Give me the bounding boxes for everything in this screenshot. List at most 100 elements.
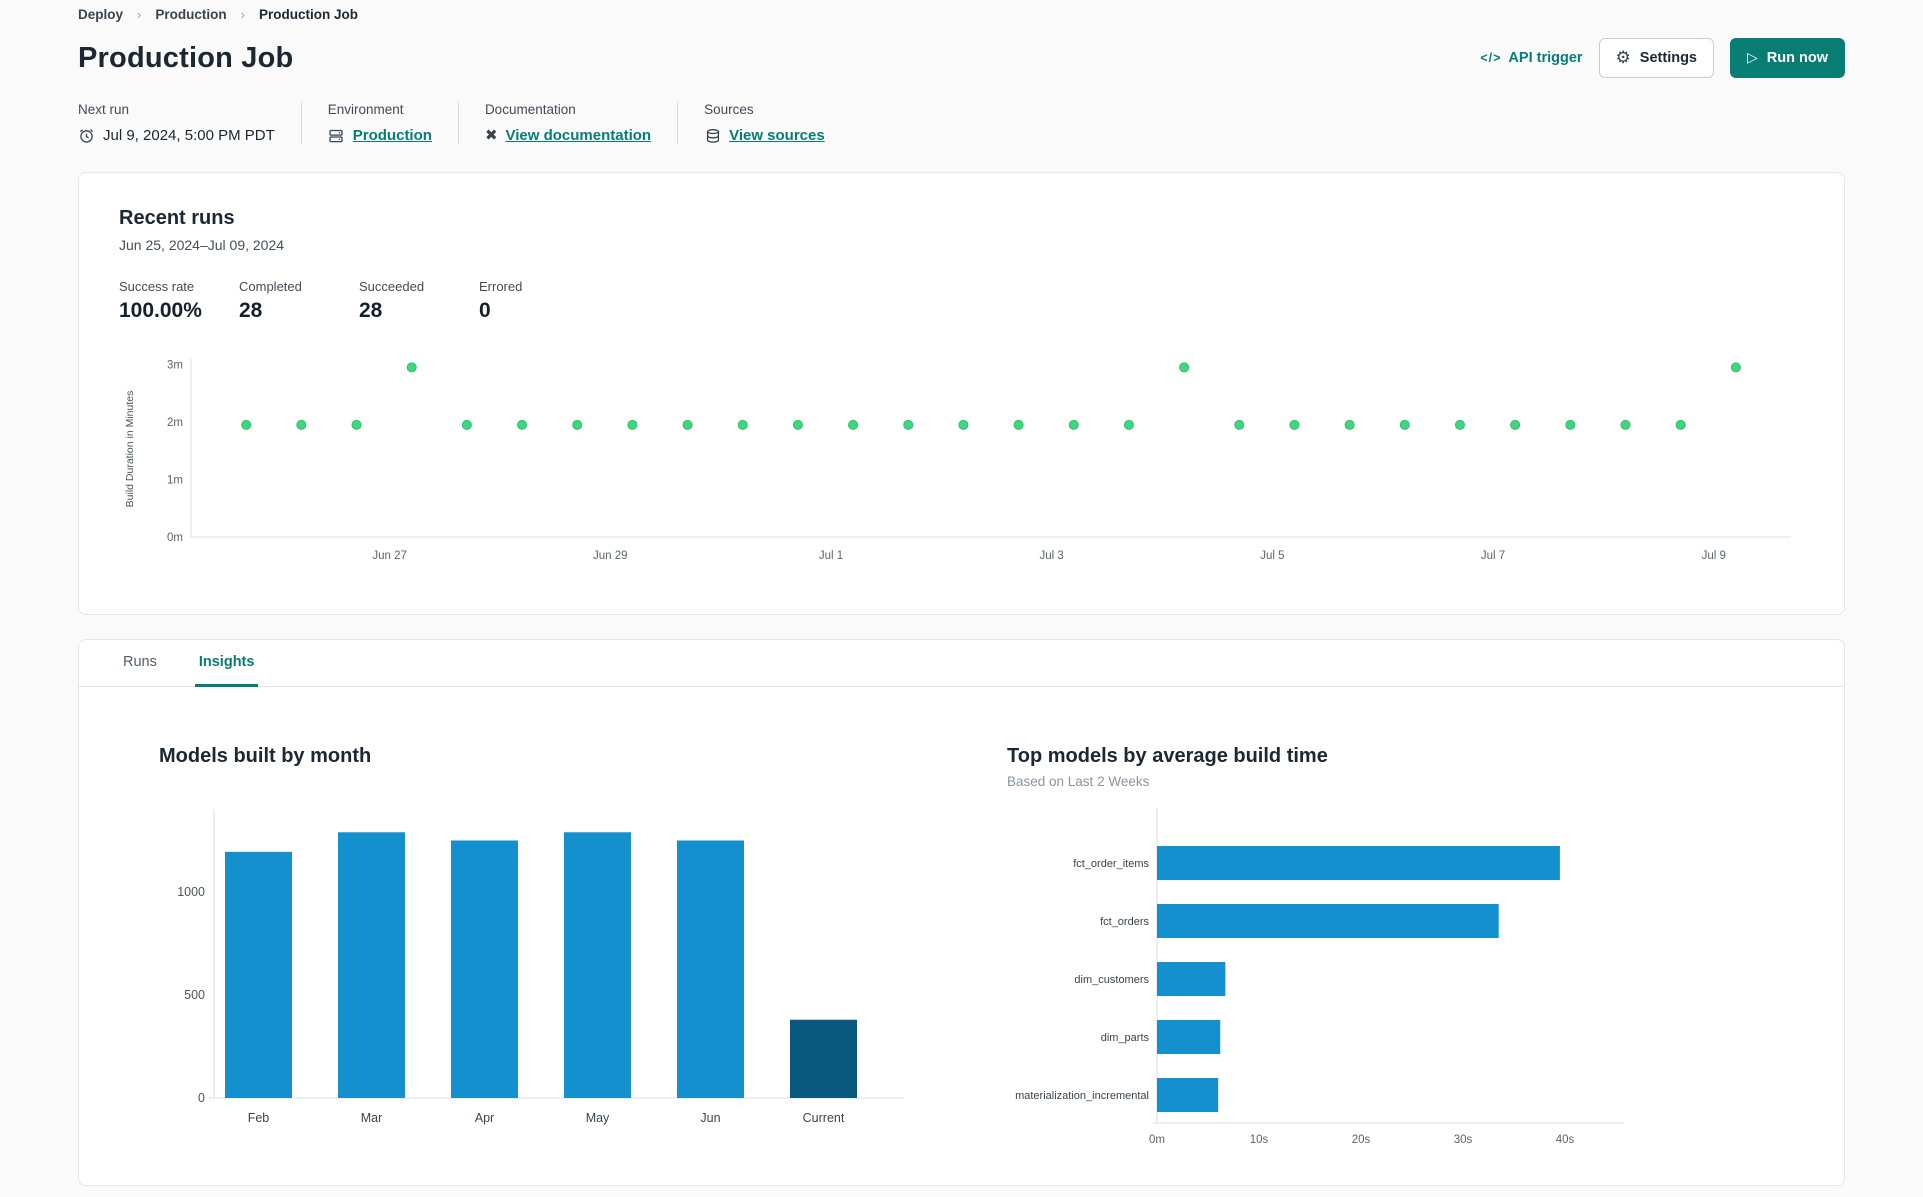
recent-runs-stats: Success rate 100.00% Completed 28 Succee… xyxy=(119,279,1804,323)
svg-text:10s: 10s xyxy=(1250,1134,1269,1146)
svg-text:Jul 9: Jul 9 xyxy=(1702,550,1726,562)
breadcrumb-production[interactable]: Production xyxy=(155,7,227,22)
tab-insights[interactable]: Insights xyxy=(194,640,259,687)
insights-panel: Models built by month 0 500 1000 Feb Mar Apr M… xyxy=(79,687,1844,1161)
run-now-button[interactable]: ▷ Run now xyxy=(1730,38,1845,78)
view-sources-link[interactable]: View sources xyxy=(729,127,825,144)
svg-text:Jun: Jun xyxy=(700,1111,720,1125)
svg-text:Jul 3: Jul 3 xyxy=(1040,550,1064,562)
models-by-month-section: Models built by month 0 500 1000 Feb Mar Apr M… xyxy=(159,745,919,1148)
dbt-docs-icon: ✖ xyxy=(484,126,498,144)
stat-completed: Completed 28 xyxy=(239,279,359,323)
svg-text:30s: 30s xyxy=(1454,1134,1473,1146)
documentation-section: Documentation ✖ View documentation xyxy=(457,102,677,144)
stat-label: Succeeded xyxy=(359,279,425,294)
tab-bar: Runs Insights xyxy=(79,640,1844,687)
environment-section: Environment Production xyxy=(300,102,458,144)
stat-value: 28 xyxy=(359,299,383,322)
stat-label: Success rate xyxy=(119,279,195,294)
sources-value: View sources xyxy=(704,127,825,144)
recent-runs-title: Recent runs xyxy=(119,207,235,229)
svg-text:0: 0 xyxy=(198,1091,205,1105)
page-title: Production Job xyxy=(78,41,294,74)
next-run-datetime: Jul 9, 2024, 5:00 PM PDT xyxy=(103,127,275,144)
breadcrumb: Deploy › Production › Production Job xyxy=(78,7,1845,22)
svg-text:1m: 1m xyxy=(167,475,183,487)
api-trigger-label: API trigger xyxy=(1508,50,1583,66)
chevron-right-icon: › xyxy=(240,7,245,22)
environment-database-icon xyxy=(328,127,345,144)
documentation-label: Documentation xyxy=(484,102,576,117)
play-icon: ▷ xyxy=(1747,50,1758,66)
api-trigger-link[interactable]: </> API trigger xyxy=(1480,50,1582,66)
settings-label: Settings xyxy=(1639,50,1697,66)
svg-text:Mar: Mar xyxy=(361,1111,383,1125)
page-header: Production Job </> API trigger ⚙ Setting… xyxy=(78,38,1845,78)
top-models-section: Top models by average build time Based o… xyxy=(1007,745,1707,1151)
svg-text:Apr: Apr xyxy=(475,1111,494,1125)
models-by-month-chart-svg: 0 500 1000 Feb Mar Apr May Jun Current xyxy=(177,809,904,1125)
view-documentation-link[interactable]: View documentation xyxy=(505,127,652,144)
svg-text:20s: 20s xyxy=(1352,1134,1371,1146)
stat-label: Errored xyxy=(479,279,523,294)
sources-label: Sources xyxy=(704,102,754,117)
sources-section: Sources View sources xyxy=(677,102,851,144)
environment-link[interactable]: Production xyxy=(352,127,432,144)
svg-text:0m: 0m xyxy=(1149,1134,1165,1146)
svg-text:Jul 5: Jul 5 xyxy=(1260,550,1284,562)
svg-text:40s: 40s xyxy=(1556,1134,1575,1146)
models-by-month-title: Models built by month xyxy=(159,745,372,767)
stat-value: 100.00% xyxy=(119,299,202,322)
svg-text:Current: Current xyxy=(803,1111,845,1125)
build-duration-scatter-svg: Build Duration in Minutes 0m 1m 2m 3m Jun 27 J… xyxy=(124,359,1791,562)
next-run-label: Next run xyxy=(78,102,130,117)
svg-text:0m: 0m xyxy=(167,532,183,544)
next-run-section: Next run Jul 9, 2024, 5:00 PM PDT xyxy=(78,102,301,144)
environment-label: Environment xyxy=(327,102,404,117)
svg-text:Jul 7: Jul 7 xyxy=(1481,550,1505,562)
svg-text:dim_parts: dim_parts xyxy=(1101,1032,1150,1044)
build-duration-chart: Build Duration in Minutes 0m 1m 2m 3m Jun 27 J… xyxy=(119,351,1804,574)
recent-runs-card: Recent runs Jun 25, 2024–Jul 09, 2024 Su… xyxy=(78,172,1845,615)
run-now-label: Run now xyxy=(1766,50,1828,66)
gear-icon: ⚙ xyxy=(1615,47,1631,68)
job-meta-row: Next run Jul 9, 2024, 5:00 PM PDT Enviro… xyxy=(78,102,1845,144)
svg-text:fct_orders: fct_orders xyxy=(1100,916,1149,928)
stat-value: 0 xyxy=(479,299,491,322)
svg-text:2m: 2m xyxy=(167,417,183,429)
svg-text:materialization_incremental: materialization_incremental xyxy=(1015,1090,1149,1102)
runs-insights-card: Runs Insights Models built by month 0 500… xyxy=(78,639,1845,1186)
chevron-right-icon: › xyxy=(137,7,142,22)
stat-success-rate: Success rate 100.00% xyxy=(119,279,239,323)
top-models-chart-svg: 0m 10s 20s 30s 40s fct_order_items fct_ordersd… xyxy=(1015,808,1624,1146)
alarm-clock-icon xyxy=(78,127,95,144)
top-models-title: Top models by average build time xyxy=(1007,745,1328,767)
stat-label: Completed xyxy=(239,279,302,294)
svg-text:Jun 29: Jun 29 xyxy=(593,550,628,562)
svg-text:3m: 3m xyxy=(167,360,183,372)
recent-runs-date-range: Jun 25, 2024–Jul 09, 2024 xyxy=(119,237,285,253)
settings-button[interactable]: ⚙ Settings xyxy=(1598,38,1714,78)
documentation-value: ✖ View documentation xyxy=(485,127,651,144)
top-models-subtitle: Based on Last 2 Weeks xyxy=(1007,774,1150,789)
next-run-value: Jul 9, 2024, 5:00 PM PDT xyxy=(78,127,275,144)
code-brackets-icon: </> xyxy=(1480,51,1502,65)
environment-value: Production xyxy=(328,127,432,144)
breadcrumb-production-job: Production Job xyxy=(258,7,358,22)
svg-text:1000: 1000 xyxy=(177,885,205,899)
svg-text:Jun 27: Jun 27 xyxy=(372,550,407,562)
tab-runs[interactable]: Runs xyxy=(123,654,157,670)
svg-text:dim_customers: dim_customers xyxy=(1074,974,1149,986)
sources-database-icon xyxy=(704,127,721,144)
stat-errored: Errored 0 xyxy=(479,279,599,323)
svg-text:Jul 1: Jul 1 xyxy=(819,550,843,562)
svg-text:Build Duration in Minutes: Build Duration in Minutes xyxy=(124,391,136,508)
stat-succeeded: Succeeded 28 xyxy=(359,279,479,323)
breadcrumb-deploy[interactable]: Deploy xyxy=(78,7,124,22)
stat-value: 28 xyxy=(239,299,263,322)
svg-text:May: May xyxy=(586,1111,610,1125)
svg-text:fct_order_items: fct_order_items xyxy=(1073,858,1149,870)
svg-text:500: 500 xyxy=(184,988,205,1002)
header-actions: </> API trigger ⚙ Settings ▷ Run now xyxy=(1480,38,1845,78)
